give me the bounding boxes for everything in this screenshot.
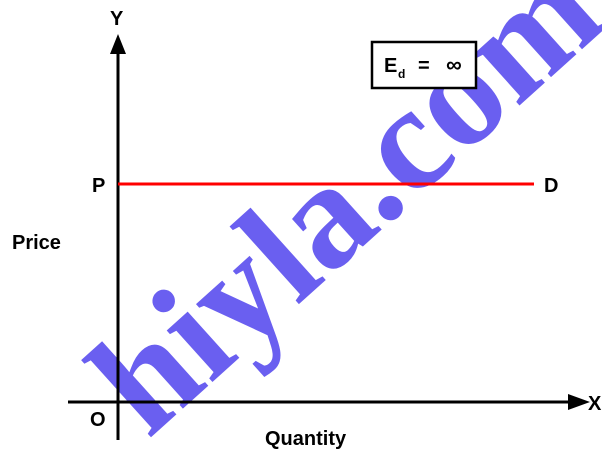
y-axis-label: Y [110,8,124,30]
watermark-text: hiyla.com [59,0,602,450]
elasticity-equals: = [418,55,430,77]
vertical-axis-title: Price [12,232,61,254]
elasticity-subscript: d [398,67,405,81]
origin-label: O [90,409,106,431]
x-axis-arrowhead [568,394,590,410]
elasticity-symbol: E [384,55,397,77]
elasticity-box-frame [370,40,478,90]
price-point-label: P [92,175,105,197]
y-axis-arrowhead [110,34,126,54]
demand-label: D [544,175,558,197]
x-axis-label: X [588,393,602,415]
elasticity-box: E d = ∞ [370,40,478,90]
elasticity-value: ∞ [446,52,462,77]
horizontal-axis-title: Quantity [265,428,347,450]
